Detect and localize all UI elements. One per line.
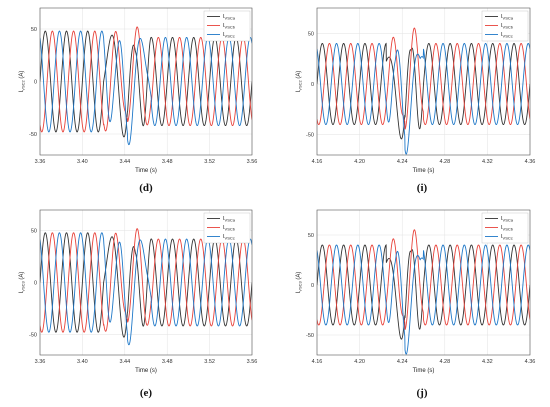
legend-entry: IVSCc bbox=[501, 234, 513, 241]
x-tick-label: 4.20 bbox=[354, 359, 365, 365]
y-tick-label: 50 bbox=[308, 31, 314, 37]
x-tick-label: 4.32 bbox=[482, 159, 493, 165]
x-tick-label: 4.28 bbox=[439, 159, 450, 165]
chart-panel-0: 3.36 3.40 3.44 3.48 3.52 3.56 -50 0 50 Time (s) IV… bbox=[19, 7, 258, 194]
legend-entry: IVSCa bbox=[223, 14, 236, 21]
panel-label: (j) bbox=[417, 387, 428, 399]
x-tick-label: 3.52 bbox=[204, 359, 215, 365]
x-tick-label: 3.40 bbox=[77, 359, 88, 365]
x-tick-label: 3.48 bbox=[162, 359, 173, 365]
x-tick-label: 4.16 bbox=[312, 359, 323, 365]
legend-box bbox=[203, 10, 251, 42]
series-line bbox=[317, 244, 530, 340]
y-tick-label: 0 bbox=[311, 283, 314, 289]
x-tick-label: 4.28 bbox=[439, 359, 450, 365]
y-tick-label: -50 bbox=[29, 132, 37, 138]
series-line bbox=[40, 30, 252, 146]
axes-frame bbox=[316, 7, 531, 156]
series-line bbox=[40, 228, 252, 333]
y-tick-label: -50 bbox=[306, 133, 314, 139]
y-tick-label: 50 bbox=[308, 233, 314, 239]
panel-label: (i) bbox=[417, 182, 428, 194]
series-line bbox=[317, 43, 530, 155]
y-axis-label: IVSC3 (A) bbox=[19, 272, 26, 294]
x-axis-label: Time (s) bbox=[135, 368, 157, 374]
legend-entry: IVSCa bbox=[223, 216, 236, 223]
legend-entry: IVSCa bbox=[501, 216, 514, 223]
x-axis-label: Time (s) bbox=[413, 368, 435, 374]
legend-entry: IVSCc bbox=[223, 32, 235, 39]
series-line bbox=[40, 26, 252, 133]
legend-entry: IVSCc bbox=[501, 32, 513, 39]
panel-label: (d) bbox=[139, 182, 153, 194]
legend-entry: IVSCa bbox=[501, 14, 514, 21]
x-tick-label: 4.32 bbox=[482, 359, 493, 365]
x-axis-label: Time (s) bbox=[135, 168, 157, 174]
y-tick-label: -50 bbox=[306, 333, 314, 339]
y-axis-label: IVSC2 (A) bbox=[296, 71, 303, 93]
chart-panel-2: 3.36 3.40 3.44 3.48 3.52 3.56 -50 0 50 Time (s) IV… bbox=[19, 209, 258, 399]
x-tick-label: 3.40 bbox=[77, 159, 88, 165]
y-tick-label: -50 bbox=[29, 332, 37, 338]
y-tick-label: 50 bbox=[31, 229, 37, 235]
legend-entry: IVSCb bbox=[223, 225, 236, 232]
x-axis-label: Time (s) bbox=[413, 168, 435, 174]
x-tick-label: 3.56 bbox=[247, 159, 258, 165]
x-tick-label: 4.24 bbox=[397, 159, 408, 165]
panel-label: (e) bbox=[140, 387, 153, 399]
x-tick-label: 4.16 bbox=[312, 159, 323, 165]
legend-entry: IVSCb bbox=[501, 23, 514, 30]
x-tick-label: 3.36 bbox=[35, 359, 46, 365]
axes-frame bbox=[316, 209, 531, 356]
series-line bbox=[317, 229, 530, 330]
series-line bbox=[40, 30, 252, 138]
chart-panel-3: 4.16 4.20 4.24 4.28 4.32 4.36 -50 0 50 Time (s) IV… bbox=[296, 209, 536, 399]
x-tick-label: 3.44 bbox=[119, 159, 130, 165]
x-tick-label: 4.36 bbox=[525, 359, 536, 365]
series-line bbox=[317, 27, 530, 130]
y-tick-label: 0 bbox=[34, 80, 37, 86]
legend-box bbox=[481, 212, 529, 244]
legend-entry: IVSCb bbox=[223, 23, 236, 30]
axes-frame bbox=[39, 7, 253, 156]
x-tick-label: 3.56 bbox=[247, 359, 258, 365]
x-tick-label: 3.48 bbox=[162, 159, 173, 165]
legend-entry: IVSCb bbox=[501, 225, 514, 232]
legend-box bbox=[203, 212, 251, 244]
chart-panel-1: 4.16 4.20 4.24 4.28 4.32 4.36 -50 0 50 Time (s) IV… bbox=[296, 7, 536, 194]
y-tick-label: 0 bbox=[34, 281, 37, 287]
x-tick-label: 3.36 bbox=[35, 159, 46, 165]
x-tick-label: 3.52 bbox=[204, 159, 215, 165]
y-tick-label: 50 bbox=[31, 27, 37, 33]
x-tick-label: 4.20 bbox=[354, 159, 365, 165]
legend-entry: IVSCc bbox=[223, 234, 235, 241]
y-tick-label: 0 bbox=[311, 82, 314, 88]
x-tick-label: 4.24 bbox=[397, 359, 408, 365]
series-line bbox=[40, 232, 252, 338]
x-tick-label: 4.36 bbox=[525, 159, 536, 165]
series-line bbox=[317, 42, 530, 140]
x-tick-label: 3.44 bbox=[119, 359, 130, 365]
series-line bbox=[317, 244, 530, 355]
series-line bbox=[40, 232, 252, 346]
axes-frame bbox=[39, 209, 253, 356]
y-axis-label: IVSC2 (A) bbox=[19, 71, 26, 93]
legend-box bbox=[481, 10, 529, 42]
y-axis-label: IVSC3 (A) bbox=[296, 272, 303, 294]
